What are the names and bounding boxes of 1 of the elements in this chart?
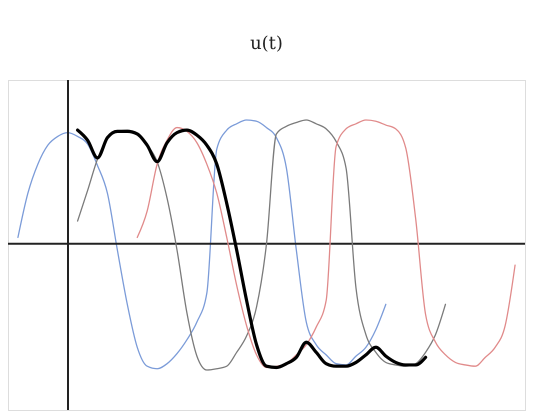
chart-title: u(t) — [250, 33, 283, 54]
